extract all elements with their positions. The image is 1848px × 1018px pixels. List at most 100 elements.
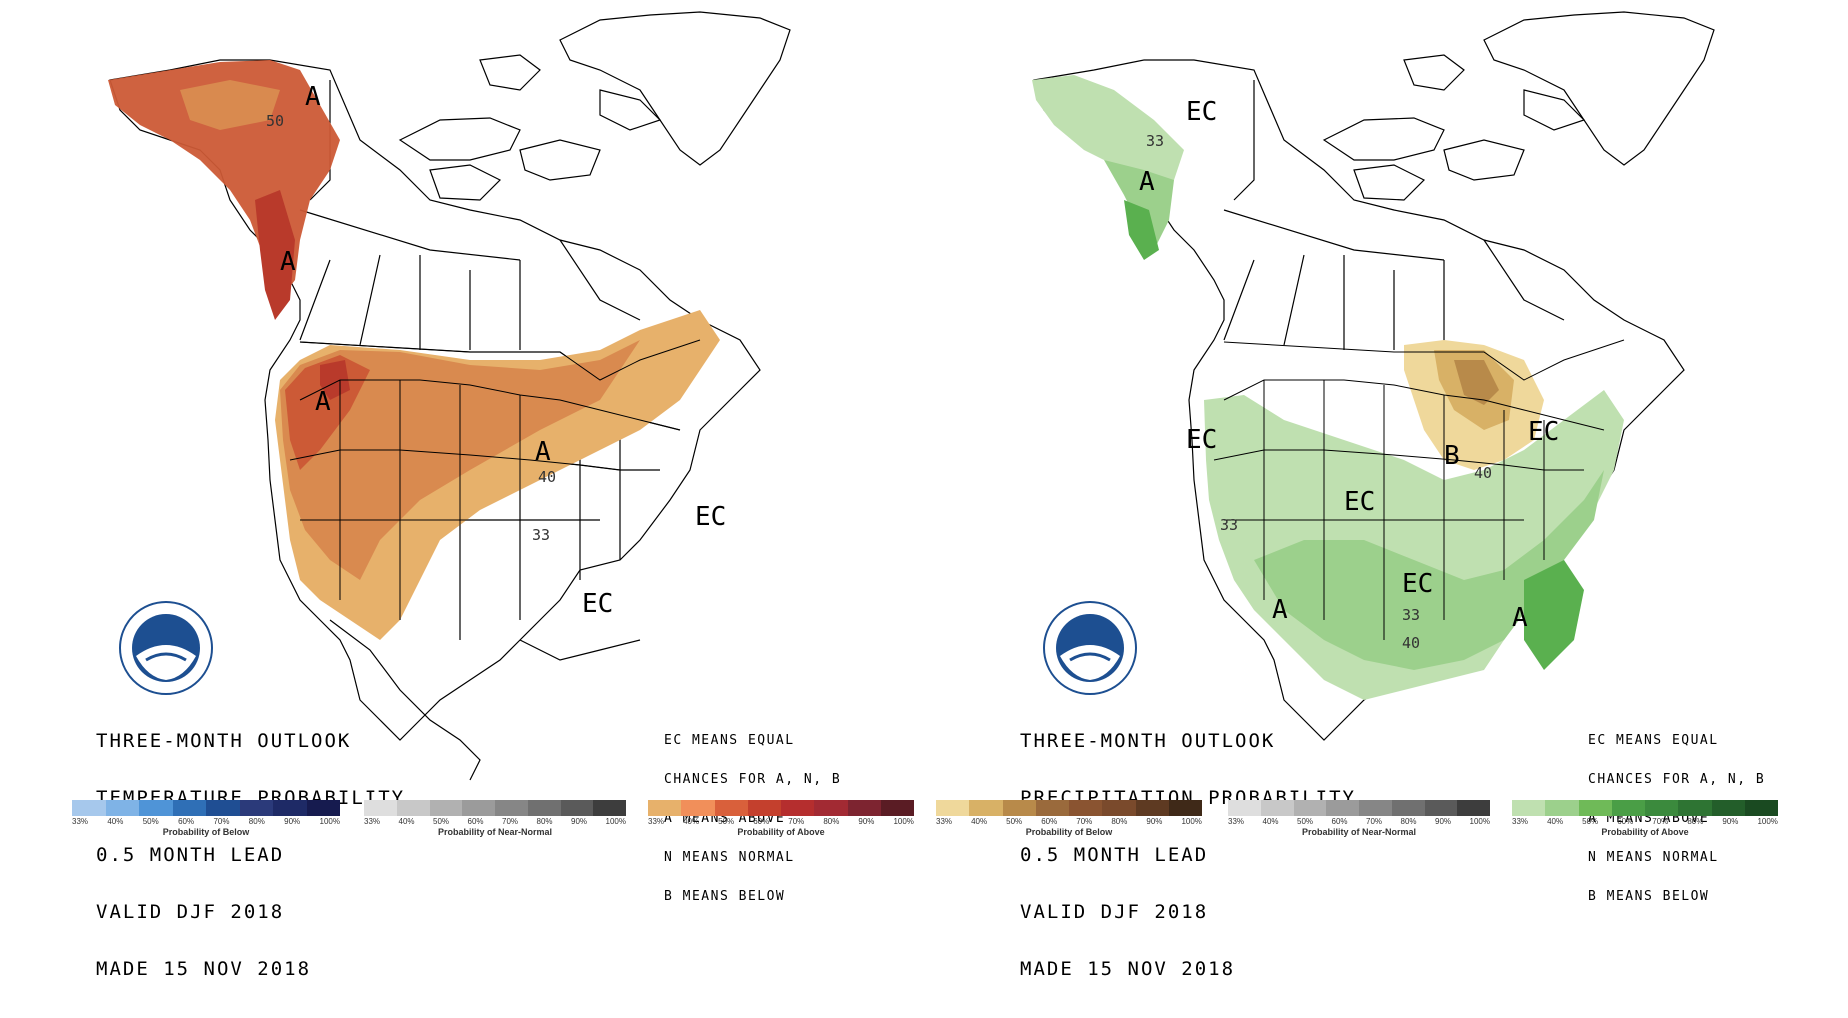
scale-tick-label: 33%: [72, 817, 89, 826]
scale-swatch: [880, 800, 914, 816]
scale-swatch: [1069, 800, 1103, 816]
scale-swatch: [1512, 800, 1546, 816]
scale-swatch: [714, 800, 748, 816]
scale-tick-label: 80%: [823, 817, 840, 826]
scale-tick-label: 80%: [536, 817, 553, 826]
contour-label: 40: [1474, 464, 1492, 482]
scale-tick-label: 60%: [467, 817, 484, 826]
map-label: A: [280, 247, 296, 277]
scale-swatch: [1326, 800, 1359, 816]
title-line: THREE-MONTH OUTLOOK: [96, 730, 352, 752]
legend-note-line: EC MEANS EQUAL: [1588, 733, 1719, 748]
scale-swatch: [239, 800, 273, 816]
scale-tick-label: 50%: [142, 817, 159, 826]
scale-precip-below: 33% 40% 50% 60% 70% 80% 90% 100% Probability of…: [936, 800, 1202, 848]
scale-swatch: [1391, 800, 1425, 816]
scale-ticks: 33% 40% 50% 60% 70% 80% 90% 100%: [364, 817, 626, 826]
scale-bar: [936, 800, 1202, 816]
scale-swatch: [593, 800, 626, 816]
scale-swatch: [1645, 800, 1679, 816]
title-line: VALID DJF 2018: [1020, 901, 1209, 923]
map-label: EC: [1528, 417, 1559, 447]
contour-label: 33: [1220, 516, 1238, 534]
scale-swatch: [1578, 800, 1612, 816]
scale-tick-label: 40%: [107, 817, 124, 826]
legend-note-line: N MEANS NORMAL: [664, 850, 795, 865]
scale-swatch: [781, 800, 815, 816]
scale-swatch: [847, 800, 881, 816]
scale-swatch: [648, 800, 682, 816]
scale-ticks: 33% 40% 50% 60% 70% 80% 90% 100%: [72, 817, 340, 826]
map-label: A: [535, 437, 551, 467]
scale-swatch: [936, 800, 970, 816]
scale-temp-below: 33% 40% 50% 60% 70% 80% 90% 100% Probability of…: [72, 800, 340, 848]
scale-tick-label: 90%: [284, 817, 301, 826]
scale-tick-label: 50%: [1297, 817, 1314, 826]
scale-caption: Probability of Below: [1025, 827, 1113, 837]
legend-note-line: N MEANS NORMAL: [1588, 850, 1719, 865]
map-label: B: [1444, 441, 1460, 471]
contour-label: 40: [538, 468, 556, 486]
scale-tick-label: 33%: [1228, 817, 1245, 826]
scale-tick-label: 80%: [1111, 817, 1128, 826]
map-label: EC: [1186, 425, 1217, 455]
scale-ticks: 33% 40% 50% 60% 70% 80% 90% 100%: [648, 817, 914, 826]
scale-bar: [1228, 800, 1490, 816]
scale-bar: [1512, 800, 1778, 816]
scale-bar: [648, 800, 914, 816]
scale-tick-label: 60%: [1617, 817, 1634, 826]
map-label: EC: [1186, 97, 1217, 127]
scale-swatch: [814, 800, 848, 816]
scale-tick-label: 80%: [1687, 817, 1704, 826]
noaa-logo: [1043, 601, 1137, 695]
scale-tick-label: 60%: [753, 817, 770, 826]
scale-swatch: [139, 800, 173, 816]
scale-tick-label: 40%: [398, 817, 415, 826]
scale-swatch: [72, 800, 106, 816]
scale-swatch: [681, 800, 715, 816]
scale-bar: [72, 800, 340, 816]
scale-tick-label: 70%: [502, 817, 519, 826]
title-line: 0.5 MONTH LEAD: [96, 844, 285, 866]
scale-caption: Probability of Below: [162, 827, 250, 837]
scale-tick-label: 100%: [605, 817, 626, 826]
scale-tick-label: 40%: [683, 817, 700, 826]
scale-tick-label: 70%: [213, 817, 230, 826]
scale-swatch: [1135, 800, 1169, 816]
scale-swatch: [1744, 800, 1778, 816]
contour-label: 33: [1146, 132, 1164, 150]
scale-caption: Probability of Above: [1601, 827, 1689, 837]
scale-caption: Probability of Near-Normal: [1301, 827, 1417, 837]
scale-swatch: [1228, 800, 1261, 816]
scale-swatch: [1168, 800, 1202, 816]
scale-swatch: [462, 800, 495, 816]
contour-label: 50: [266, 112, 284, 130]
map-label: A: [1139, 167, 1155, 197]
scale-tick-label: 50%: [1582, 817, 1599, 826]
scale-swatch: [1545, 800, 1579, 816]
map-label: EC: [582, 589, 613, 619]
title-line: VALID DJF 2018: [96, 901, 285, 923]
map-label: A: [305, 82, 321, 112]
scale-swatch: [560, 800, 594, 816]
scale-swatch: [206, 800, 240, 816]
precipitation-title-block: THREE-MONTH OUTLOOK PRECIPITATION PROBAB…: [1020, 694, 1356, 1017]
scale-tick-label: 33%: [1512, 817, 1529, 826]
scale-swatch: [1711, 800, 1745, 816]
map-label: A: [1272, 595, 1288, 625]
scale-tick-label: 60%: [1041, 817, 1058, 826]
temperature-title-block: THREE-MONTH OUTLOOK TEMPERATURE PROBABIL…: [96, 694, 405, 1017]
scale-tick-label: 33%: [936, 817, 953, 826]
scale-tick-label: 60%: [178, 817, 195, 826]
scale-swatch: [495, 800, 528, 816]
scale-tick-label: 70%: [1366, 817, 1383, 826]
scale-tick-label: 50%: [1006, 817, 1023, 826]
scale-tick-label: 33%: [364, 817, 381, 826]
legend-note-line: EC MEANS EQUAL: [664, 733, 795, 748]
scale-swatch: [1611, 800, 1645, 816]
scale-tick-label: 80%: [248, 817, 265, 826]
contour-label: 40: [1402, 634, 1420, 652]
scale-swatch: [1424, 800, 1458, 816]
scale-tick-label: 100%: [1757, 817, 1778, 826]
scale-tick-label: 90%: [1435, 817, 1452, 826]
